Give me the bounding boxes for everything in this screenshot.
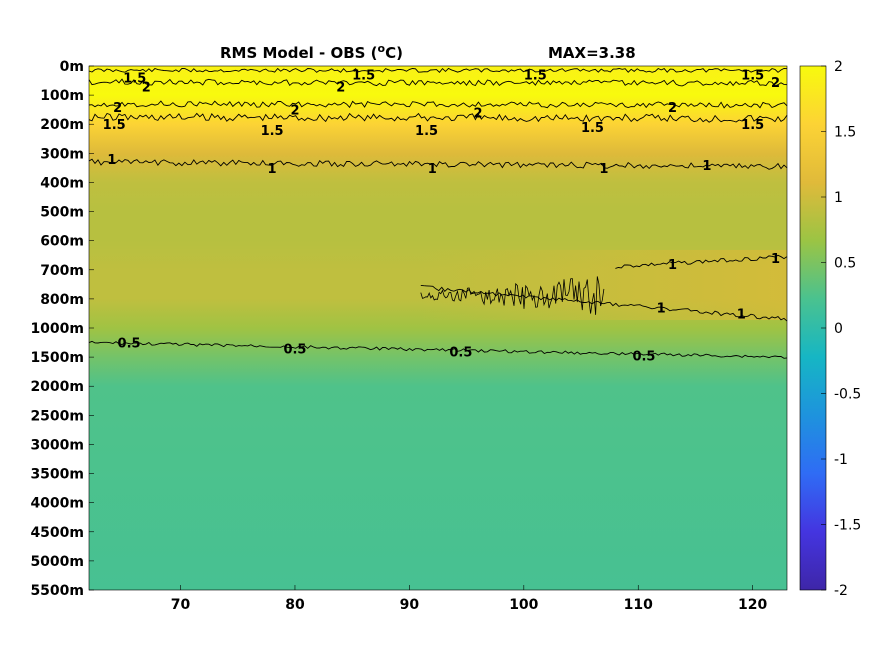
y-tick-label: 1500m — [30, 350, 84, 366]
contour-label: 1.5 — [103, 118, 126, 133]
contour-label: 0.5 — [118, 337, 141, 352]
contour-line — [88, 67, 788, 73]
contour-label: 1.5 — [261, 124, 284, 139]
colorbar-ticks: 2 1.5 1 0.5 0 -0.5 -1 -1.5 -2 — [821, 59, 861, 599]
contour-line — [420, 284, 788, 322]
y-tick-label: 2500m — [30, 408, 84, 424]
y-tick-label: 1000m — [30, 321, 84, 337]
contour-label: 1.5 — [741, 69, 764, 84]
chart-title: RMS Model - OBS (oC) — [220, 42, 403, 62]
contour-line — [420, 276, 605, 315]
y-tick-label: 100m — [40, 88, 84, 104]
contour-line — [88, 158, 788, 170]
colorbar-tick-label: 2 — [834, 59, 843, 75]
colorbar-tick-label: -1.5 — [834, 518, 861, 534]
colorbar: 2 1.5 1 0.5 0 -0.5 -1 -1.5 -2 — [799, 59, 861, 599]
contour-label: 1 — [771, 252, 780, 267]
colorbar-tick-label: -1 — [834, 452, 848, 468]
colorbar-tick-label: 0 — [834, 321, 843, 337]
y-tick-label: 2000m — [30, 379, 84, 395]
colorbar-tick-label: -0.5 — [834, 387, 861, 403]
contour-label: 2 — [336, 80, 345, 95]
contour-line — [88, 340, 788, 359]
y-tick-label: 5000m — [30, 554, 84, 570]
x-tick-label: 70 — [171, 597, 191, 613]
max-label: MAX=3.38 — [548, 44, 636, 62]
y-tick-label: 5500m — [30, 583, 84, 599]
contour-label: 1 — [268, 162, 277, 177]
contour-label: 1 — [668, 258, 677, 273]
y-tick-label: 4000m — [30, 496, 84, 512]
heatmap-field — [89, 66, 787, 590]
x-tick-label: 80 — [285, 597, 305, 613]
contour-label: 1 — [702, 159, 711, 174]
contour-label: 1 — [107, 153, 116, 168]
y-tick-label: 200m — [40, 117, 84, 133]
contour-label: 2 — [113, 101, 122, 116]
y-tick-label: 600m — [40, 234, 84, 250]
colorbar-tick-label: 1 — [834, 190, 843, 206]
contour-label: 1.5 — [524, 69, 547, 84]
x-axis: 70 80 90 100 110 120 — [171, 585, 768, 613]
contour-line — [615, 254, 788, 269]
contour-label: 0.5 — [449, 345, 472, 360]
contour-label: 1.5 — [741, 118, 764, 133]
x-tick-label: 90 — [400, 597, 420, 613]
contour-label: 1 — [428, 162, 437, 177]
colorbar-tick-label: 0.5 — [834, 256, 856, 272]
contour-label: 2 — [668, 101, 677, 116]
y-tick-label: 3500m — [30, 467, 84, 483]
x-tick-label: 110 — [624, 597, 653, 613]
warm-anomaly-patch — [420, 250, 787, 320]
contour-line — [88, 112, 788, 123]
contour-label: 2 — [142, 80, 151, 95]
contour-label: 1 — [737, 307, 746, 322]
y-tick-label: 4500m — [30, 525, 84, 541]
contour-label: 1.5 — [352, 69, 375, 84]
colorbar-tick-label: -2 — [834, 583, 848, 599]
contour-label: 1.5 — [415, 124, 438, 139]
y-tick-label: 500m — [40, 205, 84, 221]
y-axis: 0m 100m 200m 300m 400m 500m 600m 700m 800m 1000m 1… — [30, 59, 94, 599]
y-tick-label: 300m — [40, 146, 84, 162]
y-tick-label: 400m — [40, 175, 84, 191]
contour-label: 1.5 — [123, 72, 146, 87]
x-tick-label: 120 — [738, 597, 767, 613]
y-tick-label: 800m — [40, 292, 84, 308]
x-tick-label: 100 — [509, 597, 538, 613]
contour-line — [88, 100, 788, 109]
contour-label: 1.5 — [581, 121, 604, 136]
contour-label: 2 — [474, 107, 483, 122]
contour-label: 2 — [771, 76, 780, 91]
y-tick-label: 700m — [40, 263, 84, 279]
contour-label: 1 — [657, 302, 666, 317]
contour-label: 2 — [290, 104, 299, 119]
contour-label: 1 — [599, 162, 608, 177]
contour-label: 0.5 — [283, 342, 306, 357]
contour-lines — [88, 67, 788, 359]
contour-label: 0.5 — [632, 350, 655, 365]
contour-line — [88, 78, 788, 87]
y-tick-label: 3000m — [30, 437, 84, 453]
colorbar-tick-label: 1.5 — [834, 125, 856, 141]
y-tick-label: 0m — [60, 59, 84, 75]
